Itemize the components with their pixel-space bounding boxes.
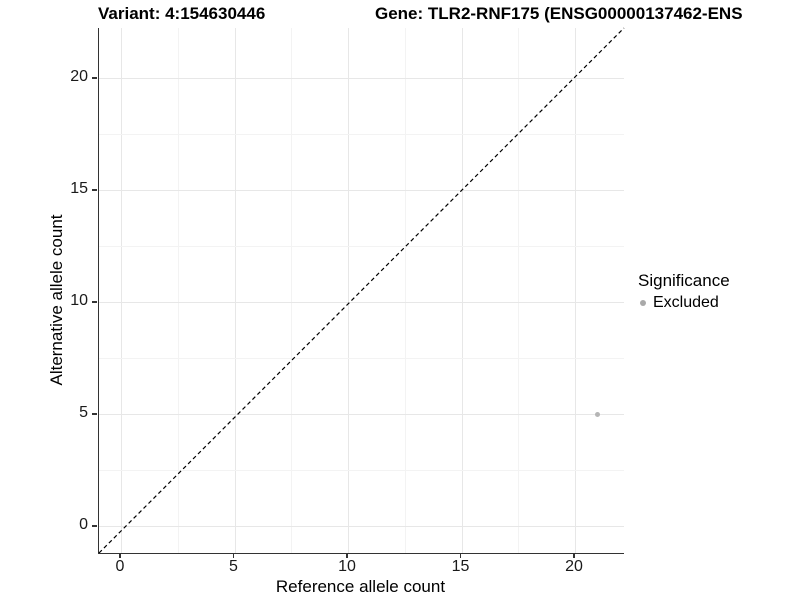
gridline-x-minor [518,28,520,553]
gridline-x-major [234,28,236,553]
gridline-x-major [348,28,349,553]
gridline-y-major [99,526,624,527]
gridline-x-minor [404,28,406,553]
y-tick-mark [92,301,97,303]
data-point [595,411,601,417]
gridline-y-minor [99,358,624,359]
y-tick-label: 15 [70,180,88,197]
y-tick-label: 10 [70,292,88,309]
x-tick-label: 5 [229,558,238,575]
gridline-y-minor [99,470,624,471]
x-tick-mark [119,553,121,558]
gridline-y-major [99,78,624,79]
y-tick-mark [92,189,97,191]
x-tick-mark [573,553,575,558]
y-tick-mark [92,413,97,415]
plot-panel [98,27,625,554]
x-tick-mark [346,553,348,558]
identity-line [98,27,625,554]
y-tick-mark [92,77,97,79]
y-tick-mark [92,525,97,527]
gridline-y-major [99,302,624,303]
y-tick-label: 5 [79,404,88,421]
gridline-x-minor [177,28,179,553]
gridline-x-major [461,28,463,553]
gridline-y-major [99,190,624,191]
plot-title-gene: Gene: TLR2-RNF175 (ENSG00000137462-ENS [375,4,743,23]
gridline-y-minor [99,134,624,135]
x-tick-label: 20 [565,558,583,575]
excluded-point-icon [640,300,646,306]
legend-title: Significance [638,271,730,290]
gridline-y-major [99,414,624,415]
x-tick-label: 0 [115,558,125,575]
gridline-x-minor [291,28,293,553]
x-axis-title: Reference allele count [275,577,446,596]
gridline-x-major [121,28,122,553]
legend: Significance Excluded [638,271,730,312]
x-tick-label: 15 [451,558,470,575]
x-tick-mark [232,553,235,558]
x-tick-label: 10 [338,558,356,575]
legend-item-label: Excluded [653,294,719,311]
gridline-y-minor [99,246,624,247]
legend-item-excluded: Excluded [638,294,730,312]
y-tick-label: 20 [70,68,88,85]
gridline-x-major [575,28,576,553]
plot-title-variant: Variant: 4:154630446 [98,4,266,23]
x-tick-mark [459,553,462,558]
y-tick-label: 0 [79,516,88,533]
